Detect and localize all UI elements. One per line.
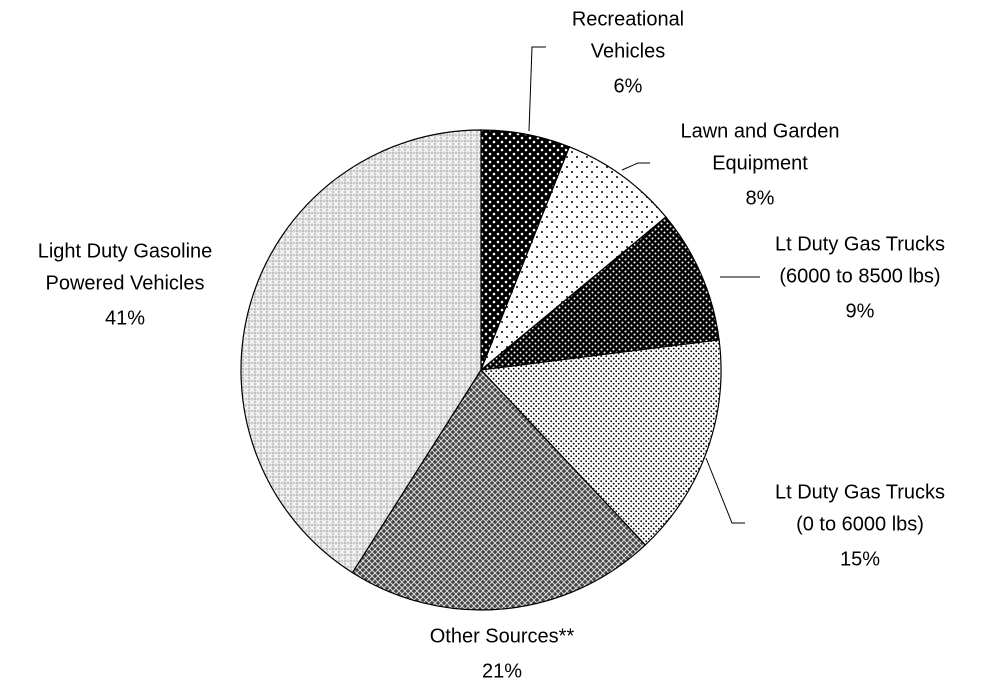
value-label: 21% bbox=[482, 660, 522, 682]
pie-slice bbox=[479, 216, 720, 371]
value-label: 41% bbox=[105, 307, 145, 329]
category-label: Other Sources** bbox=[430, 625, 575, 647]
leader-lines bbox=[528, 46, 760, 524]
pie-slice bbox=[479, 339, 722, 546]
value-label: 9% bbox=[846, 300, 875, 322]
category-label: Light Duty Gasoline bbox=[38, 240, 213, 262]
pie-slice bbox=[351, 369, 647, 611]
category-label: Vehicles bbox=[591, 40, 666, 62]
category-label: Powered Vehicles bbox=[46, 272, 205, 294]
pie-slice bbox=[240, 129, 482, 574]
category-label: Lt Duty Gas Trucks bbox=[775, 481, 945, 503]
category-label: Equipment bbox=[712, 152, 808, 174]
category-label: (6000 to 8500 lbs) bbox=[779, 265, 940, 287]
leader-line bbox=[621, 162, 650, 171]
category-label: Recreational bbox=[572, 8, 684, 30]
leader-line bbox=[528, 46, 546, 132]
category-label: Lawn and Garden bbox=[680, 120, 839, 142]
value-label: 15% bbox=[840, 548, 880, 570]
slices bbox=[240, 129, 722, 611]
value-label: 8% bbox=[746, 187, 775, 209]
value-label: 6% bbox=[614, 75, 643, 97]
pie-slice bbox=[480, 146, 667, 371]
category-label: (0 to 6000 lbs) bbox=[796, 513, 924, 535]
category-label: Lt Duty Gas Trucks bbox=[775, 233, 945, 255]
leader-line bbox=[705, 457, 745, 524]
